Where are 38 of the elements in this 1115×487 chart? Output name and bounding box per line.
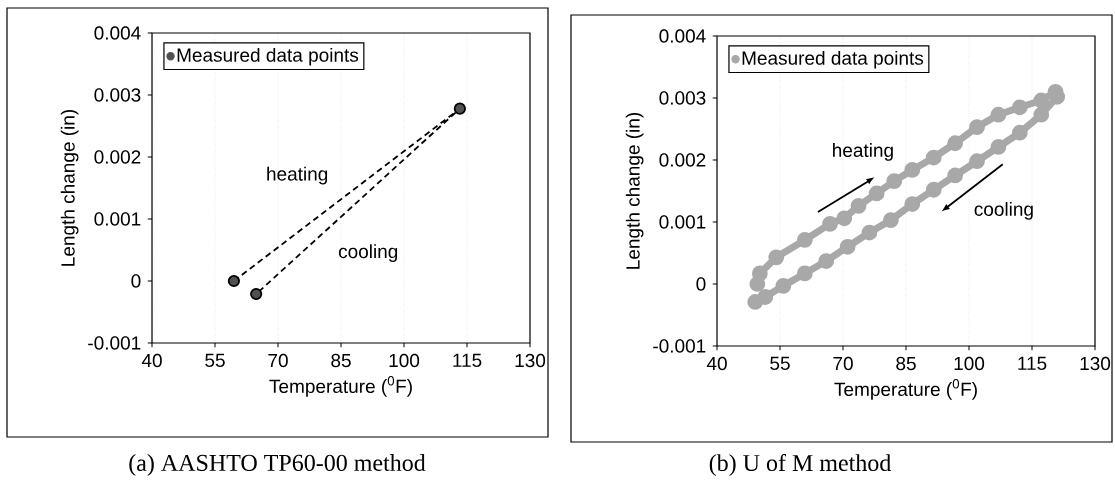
annotation: heating <box>833 143 893 161</box>
x-tick-label: 115 <box>453 353 482 368</box>
x-axis-title: Temperature ($^{0}$F) <box>834 379 977 400</box>
x-tick-label: 85 <box>896 356 916 371</box>
x-tick-label: 55 <box>770 356 790 371</box>
y-tick-label: 0.002 <box>659 153 706 167</box>
legend-label: Measured data points <box>742 50 924 69</box>
text: (b) U of M method <box>709 453 892 476</box>
y-tick-label: 0.002 <box>94 150 141 164</box>
x-tick-label: 130 <box>1080 356 1111 371</box>
legend-label: Measured data points <box>177 47 359 66</box>
x-tick-label: 40 <box>706 356 727 371</box>
x-tick-label: 115 <box>1018 356 1047 371</box>
y-tick-label: 0.001 <box>659 215 706 229</box>
x-axis-title: Temperature ($^{0}$F) <box>269 376 412 397</box>
x-tick-label: 55 <box>205 353 225 368</box>
annotation: heating <box>267 166 328 185</box>
y-tick-label: 0 <box>696 277 706 291</box>
x-tick-label: 40 <box>141 353 162 368</box>
y-axis-title: Length change (in) <box>60 109 79 266</box>
annotation: cooling <box>974 201 1033 220</box>
y-axis-title: Length change (in) <box>625 112 644 269</box>
y-tick-label: -0.001 <box>653 339 706 353</box>
y-tick-label: 0.003 <box>659 91 706 105</box>
y-tick-label: 0 <box>131 274 141 288</box>
x-tick-label: 100 <box>389 353 420 368</box>
x-tick-label: 85 <box>331 353 351 368</box>
text: (a) AASHTO TP60-00 method <box>129 454 426 476</box>
y-tick-label: 0.001 <box>94 212 141 226</box>
annotation: cooling <box>338 244 398 262</box>
y-tick-label: 0.004 <box>94 26 141 40</box>
x-tick-label: 70 <box>268 353 288 368</box>
x-tick-label: 100 <box>954 356 985 371</box>
y-tick-label: 0.004 <box>659 29 706 43</box>
y-tick-label: -0.001 <box>88 336 141 350</box>
y-tick-label: 0.003 <box>94 88 141 102</box>
x-tick-label: 130 <box>515 353 546 368</box>
x-tick-label: 70 <box>833 356 853 371</box>
